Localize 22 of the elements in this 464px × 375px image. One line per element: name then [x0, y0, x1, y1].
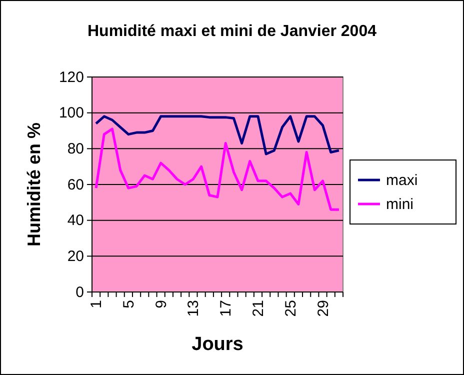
- x-tick-label: 21: [250, 300, 267, 317]
- line-series: [94, 128, 340, 211]
- legend-label: maxi: [386, 172, 418, 189]
- x-axis-title: Jours: [192, 334, 244, 355]
- y-tick-label: 0: [76, 284, 84, 301]
- x-tick-label: 9: [152, 300, 170, 308]
- x-tick-label: 25: [282, 300, 300, 317]
- x-tick-label: 29: [314, 300, 332, 317]
- y-tick-label: 60: [67, 176, 84, 194]
- y-tick-label: 20: [67, 248, 84, 265]
- y-tick-label: 80: [67, 140, 84, 158]
- x-tick-label: 5: [120, 300, 138, 308]
- legend-label: mini: [386, 196, 414, 213]
- y-tick-label: 100: [58, 104, 84, 122]
- chart-title: Humidité maxi et mini de Janvier 2004: [87, 23, 377, 40]
- y-axis-title: Humidité en %: [24, 122, 44, 247]
- x-tick-label: 17: [218, 300, 235, 317]
- y-tick-label: 40: [67, 212, 84, 230]
- x-tick-label: 13: [185, 300, 202, 317]
- line-series: [94, 115, 340, 156]
- y-tick-label: 120: [58, 68, 84, 86]
- x-tick-label: 1: [88, 300, 106, 308]
